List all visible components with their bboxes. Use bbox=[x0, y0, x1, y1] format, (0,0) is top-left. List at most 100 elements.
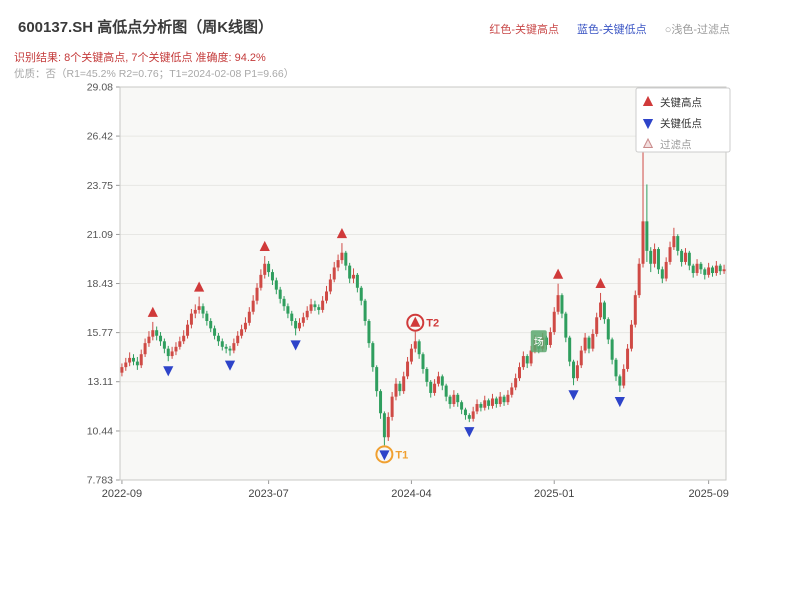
candle-body bbox=[668, 247, 672, 262]
key-high-marker bbox=[336, 228, 348, 239]
candle-body bbox=[610, 339, 614, 360]
candle-body bbox=[710, 267, 714, 274]
candle-body bbox=[213, 328, 217, 336]
candle-body bbox=[714, 265, 718, 274]
candle-body bbox=[386, 416, 390, 438]
y-tick-label: 18.43 bbox=[87, 278, 113, 290]
plot-border bbox=[119, 86, 727, 481]
candle-body bbox=[529, 350, 533, 364]
candle-body bbox=[699, 263, 703, 270]
candle-body bbox=[371, 343, 375, 368]
key-low-marker bbox=[464, 427, 475, 438]
candle-body bbox=[448, 396, 452, 405]
header-legend-key-high: 红色-关键高点 bbox=[489, 24, 560, 36]
candle-body bbox=[255, 287, 259, 301]
candle-body bbox=[660, 269, 664, 279]
candle-body bbox=[240, 329, 244, 336]
candle-body bbox=[417, 341, 421, 355]
candle-body bbox=[267, 263, 271, 273]
key-high-marker bbox=[259, 240, 270, 252]
candle-body bbox=[128, 357, 132, 363]
candle-body bbox=[641, 221, 645, 264]
candle-body bbox=[722, 269, 726, 272]
candle-body bbox=[166, 348, 170, 357]
candle-body bbox=[572, 361, 576, 379]
header-legend-key-low: 蓝色-关键低点 bbox=[577, 24, 647, 36]
candle-body bbox=[290, 313, 294, 321]
candle-body bbox=[656, 249, 660, 270]
candle-body bbox=[178, 341, 182, 347]
candle-body bbox=[629, 324, 633, 349]
candle-body bbox=[502, 396, 506, 403]
candle-body bbox=[483, 400, 487, 408]
candle-body bbox=[263, 263, 267, 275]
entry-badge-label: 场 bbox=[534, 335, 544, 348]
candle-body bbox=[270, 272, 274, 281]
header-legend-filtered: ○浅色-过滤点 bbox=[664, 24, 730, 36]
candle-body bbox=[452, 394, 456, 405]
candle-body bbox=[506, 394, 510, 403]
candle-body bbox=[352, 274, 356, 279]
candle-body bbox=[718, 265, 722, 272]
candle-body bbox=[676, 236, 680, 251]
candle-body bbox=[247, 311, 251, 323]
candle-body bbox=[162, 341, 166, 349]
candle-body bbox=[568, 337, 572, 362]
candle-body bbox=[521, 356, 525, 368]
candle-body bbox=[664, 261, 668, 279]
candle-body bbox=[626, 348, 630, 369]
key-low-marker bbox=[163, 366, 174, 377]
candle-body bbox=[286, 306, 290, 314]
candle-body bbox=[132, 357, 136, 362]
candle-body bbox=[220, 341, 224, 347]
candle-body bbox=[444, 385, 448, 397]
candle-body bbox=[409, 348, 413, 362]
legend-key-low-icon bbox=[642, 119, 654, 130]
candle-body bbox=[599, 302, 603, 318]
candle-body bbox=[355, 274, 359, 288]
candle-body bbox=[294, 320, 298, 329]
candle-body bbox=[317, 307, 321, 310]
candle-body bbox=[159, 335, 163, 342]
candle-body bbox=[463, 409, 467, 416]
candle-body bbox=[135, 361, 139, 366]
candle-body bbox=[170, 351, 174, 357]
plot-legend bbox=[635, 87, 731, 153]
key-low-marker bbox=[568, 390, 579, 401]
y-tick-label: 21.09 bbox=[87, 229, 113, 241]
candle-body bbox=[151, 330, 155, 337]
candle-body bbox=[143, 343, 147, 355]
candle-body bbox=[398, 383, 402, 392]
t1-circle-annotation bbox=[375, 445, 394, 464]
candle-body bbox=[251, 300, 255, 312]
x-tick-label: 2023-07 bbox=[248, 488, 288, 500]
candle-body bbox=[236, 335, 240, 344]
y-tick-label: 29.08 bbox=[87, 82, 113, 94]
candle-body bbox=[375, 367, 379, 392]
candle-body bbox=[124, 362, 128, 368]
candle-body bbox=[583, 337, 587, 351]
candle-body bbox=[456, 394, 460, 403]
candle-body bbox=[382, 413, 386, 438]
candle-body bbox=[332, 267, 336, 280]
candle-body bbox=[147, 336, 151, 344]
candle-body bbox=[548, 332, 552, 345]
candle-body bbox=[429, 381, 433, 393]
candle-body bbox=[305, 310, 309, 318]
candle-body bbox=[475, 404, 479, 412]
candle-body bbox=[575, 365, 579, 379]
candle-body bbox=[209, 320, 213, 329]
candle-body bbox=[683, 252, 687, 262]
key-high-marker bbox=[194, 281, 205, 292]
candle-body bbox=[672, 236, 676, 248]
candle-body bbox=[367, 320, 371, 344]
candle-body bbox=[340, 252, 344, 261]
candle-body bbox=[216, 335, 220, 342]
candle-body bbox=[309, 304, 313, 311]
header-legend: 红色-关键高点 蓝色-关键低点 ○浅色-过滤点 bbox=[489, 21, 730, 37]
candle-body bbox=[278, 289, 282, 299]
candle-body bbox=[186, 324, 190, 336]
candle-body bbox=[348, 265, 352, 279]
kline-chart: 29.08 26.42 23.75 21.09 18.43 15.77 13.11 10.44… bbox=[87, 82, 731, 500]
